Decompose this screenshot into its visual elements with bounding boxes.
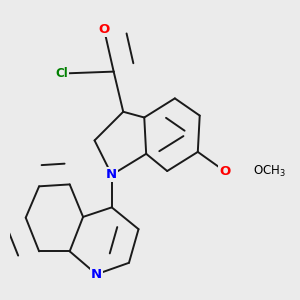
Text: N: N	[106, 168, 117, 182]
Text: Cl: Cl	[56, 67, 68, 80]
Text: O: O	[98, 23, 110, 36]
Text: O: O	[219, 164, 230, 178]
Text: OCH$_3$: OCH$_3$	[253, 164, 286, 178]
Text: N: N	[91, 268, 102, 281]
